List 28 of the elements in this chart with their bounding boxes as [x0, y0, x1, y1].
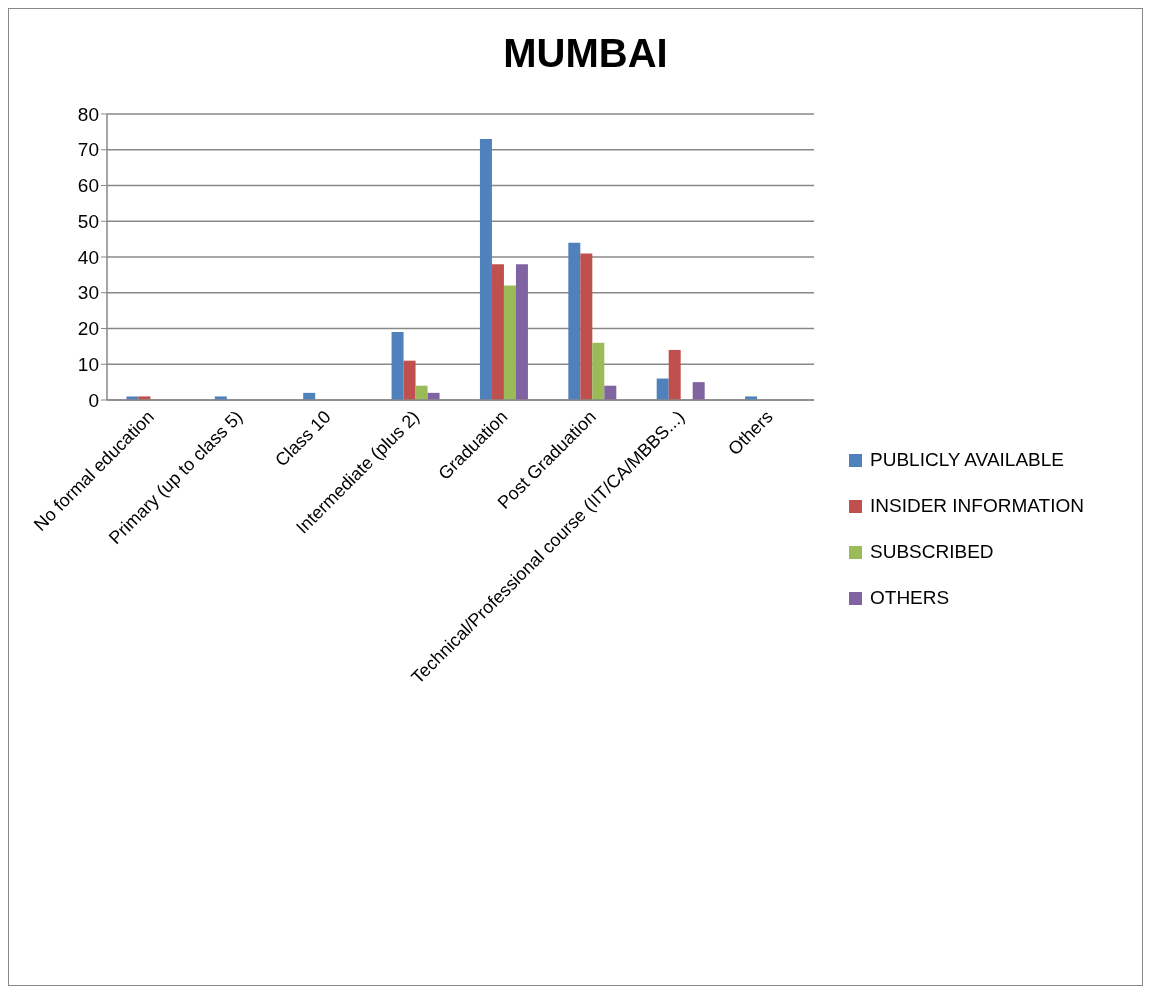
- bar: [668, 349, 681, 400]
- y-tick-label: 30: [77, 282, 99, 304]
- bar: [479, 139, 492, 400]
- legend-label: SUBSCRIBED: [870, 541, 994, 563]
- chart-title: MUMBAI: [503, 31, 668, 75]
- bar: [604, 385, 617, 400]
- y-tick-label: 70: [77, 139, 99, 161]
- bar: [415, 385, 428, 400]
- y-tick-label: 50: [77, 210, 99, 232]
- bar: [592, 342, 605, 400]
- bar: [656, 378, 669, 400]
- bar: [491, 264, 504, 400]
- legend-label: OTHERS: [870, 587, 950, 609]
- y-tick-label: 0: [88, 389, 99, 411]
- legend-label: PUBLICLY AVAILABLE: [870, 449, 1064, 471]
- y-tick-label: 40: [77, 246, 99, 268]
- bar: [580, 253, 593, 400]
- bar: [568, 242, 581, 400]
- y-tick-label: 80: [77, 103, 99, 125]
- bar: [403, 360, 416, 400]
- y-tick-label: 10: [77, 353, 99, 375]
- bar: [515, 264, 528, 400]
- y-tick-label: 20: [77, 318, 99, 340]
- bar: [503, 285, 516, 400]
- legend-label: INSIDER INFORMATION: [870, 495, 1084, 517]
- bar: [391, 332, 404, 400]
- bar: [692, 382, 705, 400]
- y-tick-label: 60: [77, 175, 99, 197]
